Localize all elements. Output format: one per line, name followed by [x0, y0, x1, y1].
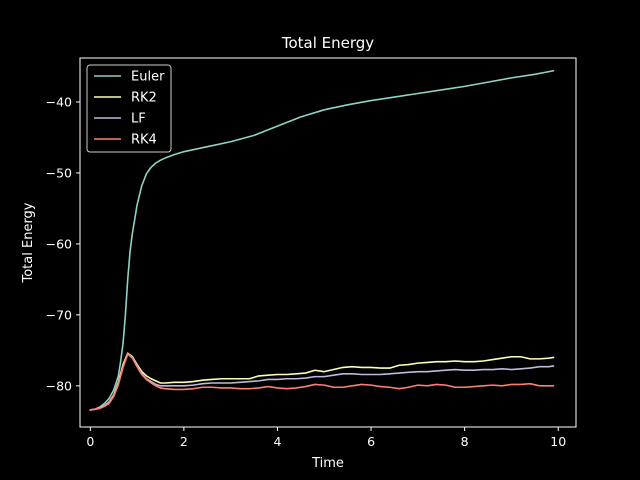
- plot-frame: [79, 57, 577, 428]
- x-tick-label: 10: [550, 434, 566, 449]
- series-layer: [89, 69, 555, 411]
- legend-label-rk2: RK2: [131, 91, 157, 106]
- y-axis-label: Total Energy: [21, 202, 36, 283]
- y-axis: −80 −70 −60 −50 −40: [46, 94, 80, 393]
- legend-label-euler: Euler: [131, 70, 165, 85]
- x-tick-label: 6: [367, 434, 375, 449]
- y-tick-label: −40: [46, 94, 72, 109]
- legend-label-rk4: RK4: [131, 133, 157, 148]
- x-tick-label: 4: [273, 434, 281, 449]
- chart-title: Total Energy: [281, 34, 374, 52]
- x-tick-label: 0: [86, 434, 94, 449]
- legend: Euler RK2 LF RK4: [86, 64, 172, 153]
- legend-label-lf: LF: [131, 112, 146, 127]
- legend-box: [86, 64, 172, 153]
- y-tick-label: −60: [46, 236, 72, 251]
- series-line-euler: [89, 69, 555, 411]
- x-axis: 0 2 4 6 8 10: [86, 427, 566, 449]
- x-tick-label: 2: [180, 434, 188, 449]
- x-axis-label: Time: [311, 456, 344, 471]
- x-tick-label: 8: [461, 434, 469, 449]
- y-tick-label: −80: [46, 378, 72, 393]
- y-tick-label: −70: [46, 307, 72, 322]
- y-tick-label: −50: [46, 165, 72, 180]
- series-line-rk4: [89, 353, 555, 411]
